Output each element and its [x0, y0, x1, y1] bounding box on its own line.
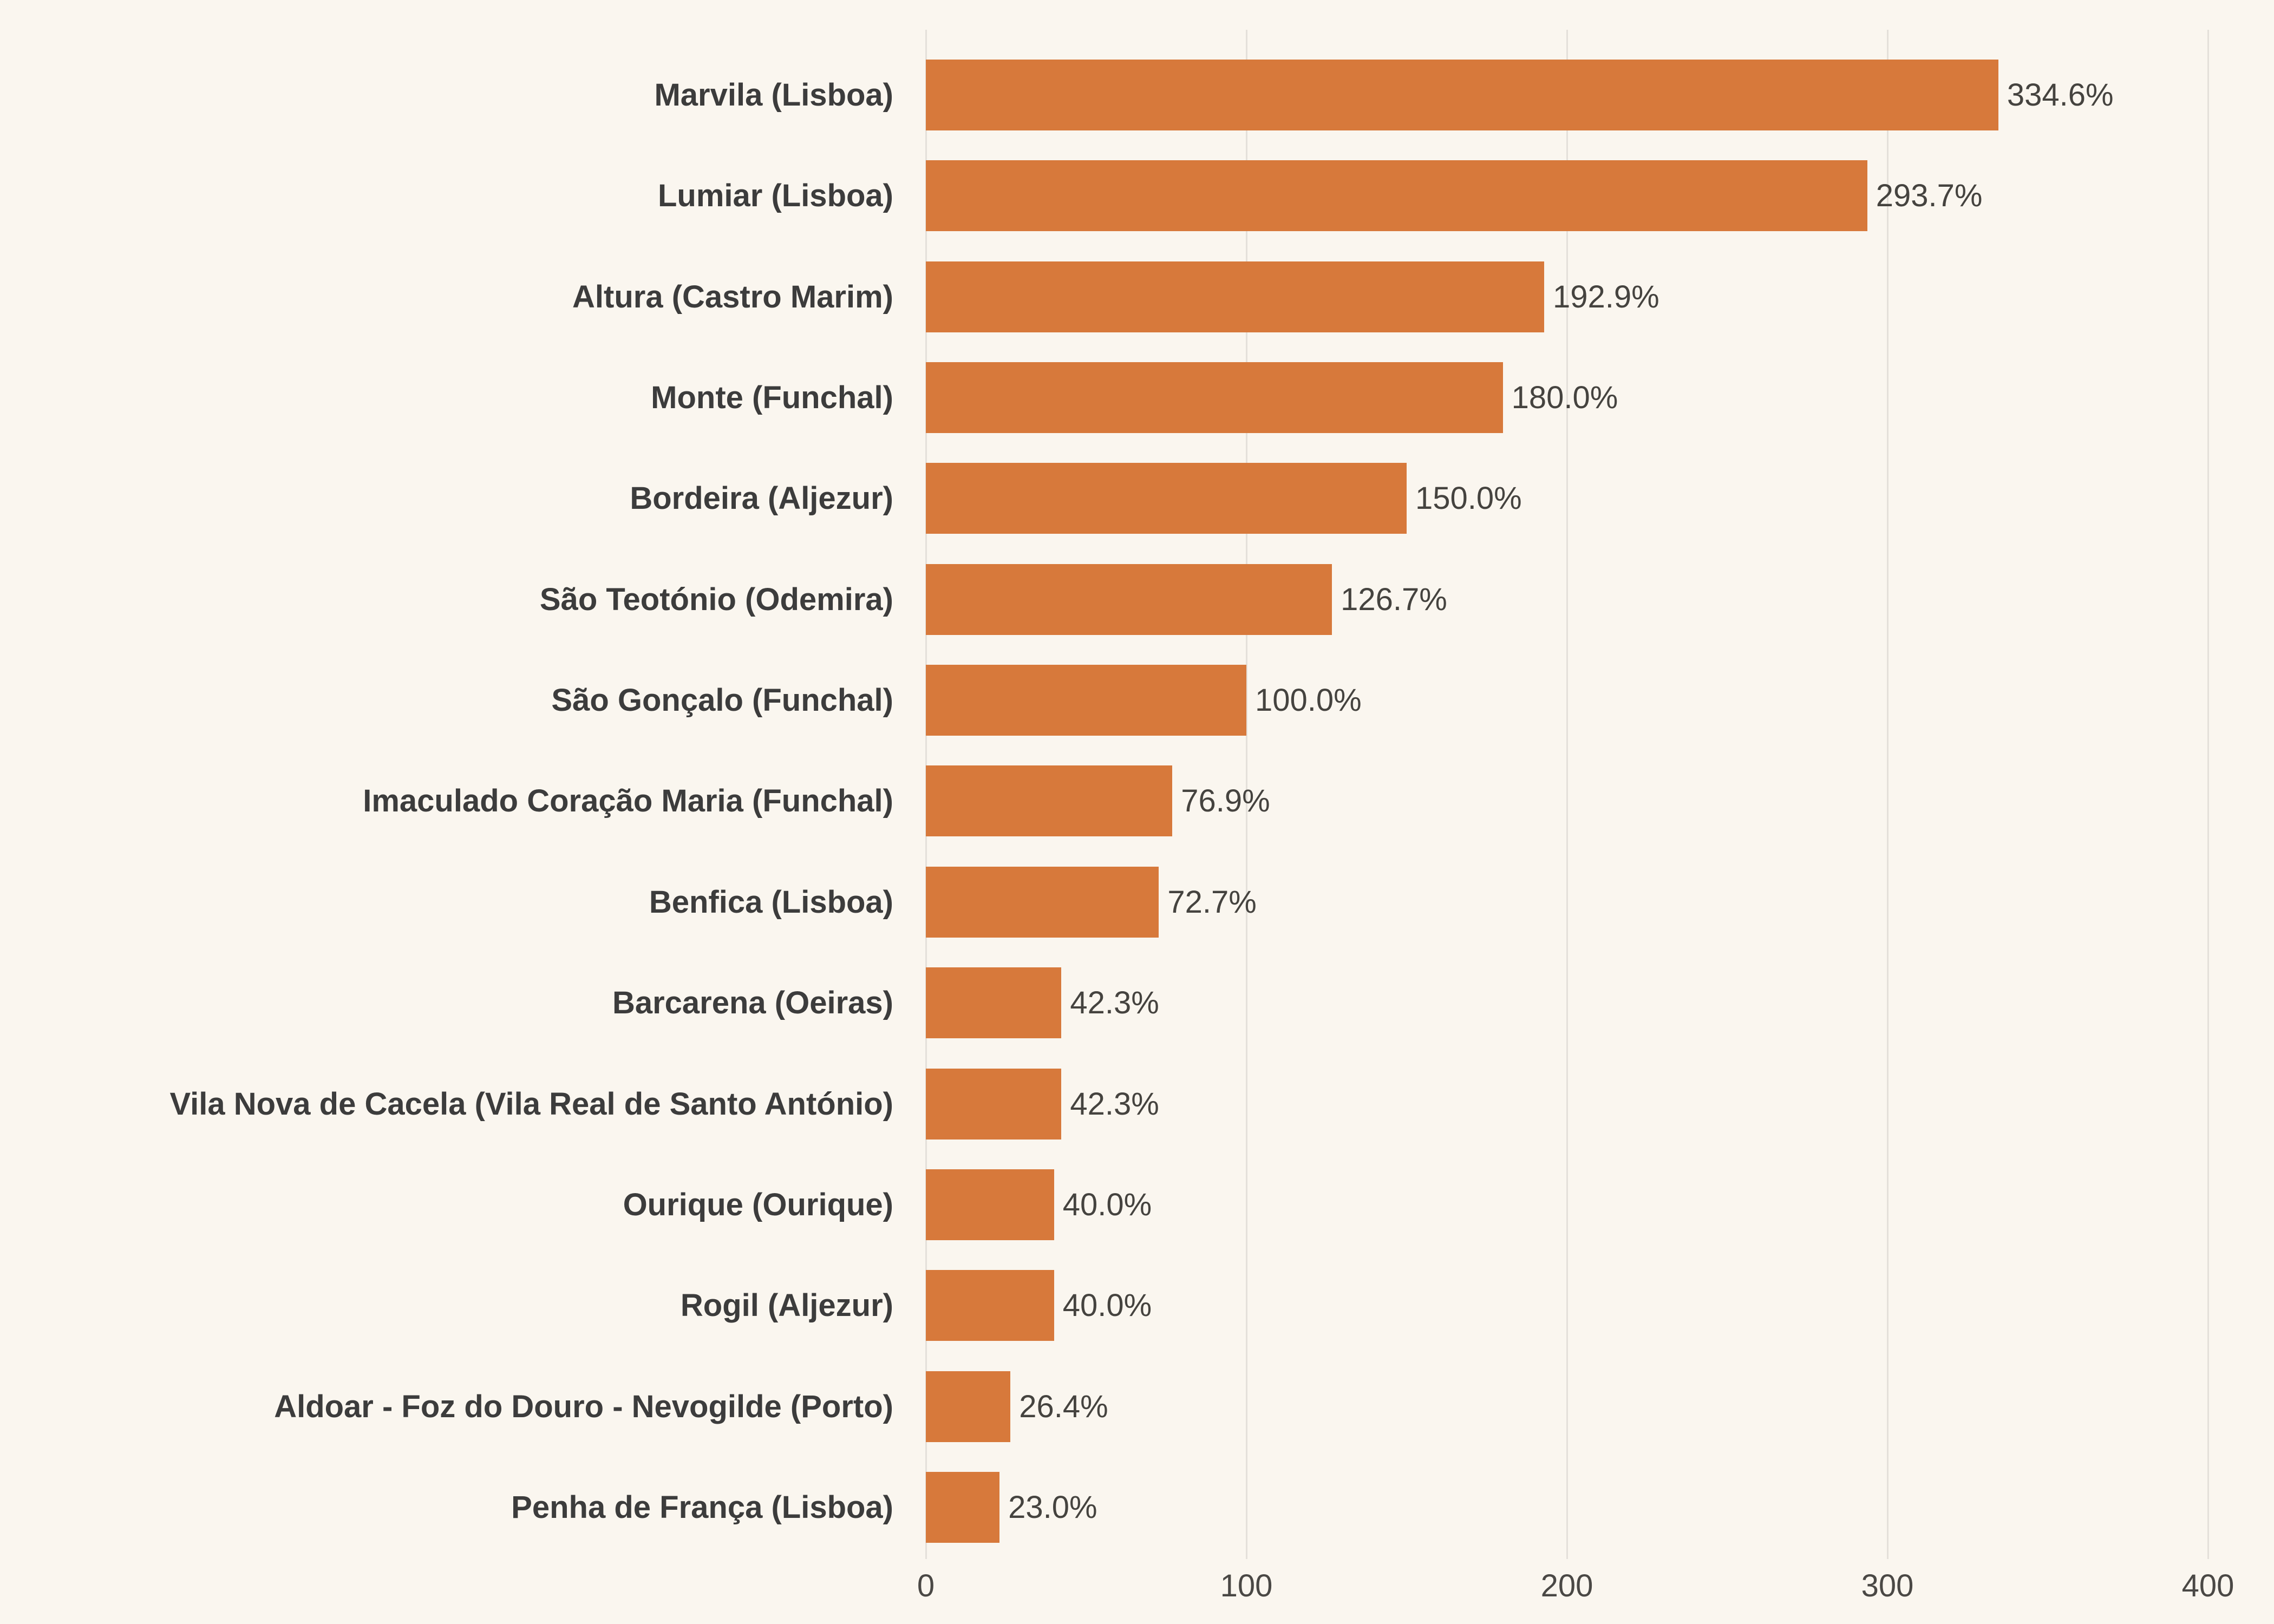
category-label: São Gonçalo (Funchal) [551, 683, 893, 718]
value-label: 192.9% [1552, 279, 1659, 315]
bar [926, 1471, 1000, 1543]
category-label: Rogil (Aljezur) [680, 1288, 893, 1324]
gridline [1245, 30, 1247, 1559]
category-label: Vila Nova de Cacela (Vila Real de Santo … [169, 1086, 893, 1122]
bar [926, 1270, 1054, 1341]
gridline [1566, 30, 1568, 1559]
bar-row: 40.0% [926, 1169, 2208, 1240]
gridline [2207, 30, 2209, 1559]
value-label: 293.7% [1876, 178, 1983, 214]
bar [926, 1371, 1011, 1442]
x-tick-label: 400 [2181, 1568, 2234, 1603]
value-label: 76.9% [1181, 783, 1270, 819]
value-label: 40.0% [1062, 1187, 1152, 1222]
value-label: 26.4% [1019, 1389, 1108, 1424]
value-label: 40.0% [1062, 1288, 1152, 1324]
value-label: 100.0% [1255, 683, 1362, 718]
bar-row: 100.0% [926, 665, 2208, 736]
category-label: Altura (Castro Marim) [572, 279, 893, 315]
category-label: Benfica (Lisboa) [649, 884, 893, 920]
value-label: 23.0% [1008, 1489, 1097, 1525]
bar-row: 42.3% [926, 967, 2208, 1039]
bar [926, 362, 1503, 434]
category-label: Barcarena (Oeiras) [612, 985, 893, 1021]
bar-row: 40.0% [926, 1270, 2208, 1341]
bar-row: 126.7% [926, 564, 2208, 635]
x-tick-label: 100 [1220, 1568, 1273, 1603]
x-axis: 0 100 200 300 400 [917, 1568, 2234, 1606]
bar-row: 293.7% [926, 160, 2208, 232]
bar [926, 967, 1062, 1039]
bar [926, 866, 1159, 938]
bar [926, 463, 1407, 534]
x-tick-label: 0 [917, 1568, 935, 1603]
category-label: Aldoar - Foz do Douro - Nevogilde (Porto… [274, 1389, 893, 1424]
bar-row: 26.4% [926, 1371, 2208, 1442]
bar [926, 564, 1332, 635]
bar [926, 765, 1173, 837]
bar [926, 1068, 1062, 1140]
bar-row: 192.9% [926, 261, 2208, 332]
bar [926, 261, 1544, 332]
category-label: Bordeira (Aljezur) [630, 481, 893, 516]
category-label: Monte (Funchal) [651, 380, 893, 416]
value-label: 180.0% [1511, 380, 1618, 416]
plot-area: 334.6% 293.7% 192.9% 180.0% 150.0% 126.7% 100.… [925, 30, 2209, 1559]
gridline [1886, 30, 1889, 1559]
bar-row: 180.0% [926, 362, 2208, 434]
bar-row: 150.0% [926, 463, 2208, 534]
bar [926, 160, 1867, 232]
value-label: 42.3% [1070, 985, 1159, 1021]
value-label: 126.7% [1341, 581, 1447, 617]
bar-row: 42.3% [926, 1068, 2208, 1140]
category-label: Ourique (Ourique) [623, 1187, 893, 1222]
category-label: Imaculado Coração Maria (Funchal) [363, 783, 893, 819]
value-label: 42.3% [1070, 1086, 1159, 1122]
x-tick-label: 200 [1540, 1568, 1593, 1603]
category-label: Marvila (Lisboa) [654, 77, 893, 113]
bar [926, 665, 1246, 736]
category-label: Lumiar (Lisboa) [657, 178, 893, 214]
value-label: 72.7% [1167, 884, 1257, 920]
value-label: 150.0% [1415, 481, 1522, 516]
category-label: Penha de França (Lisboa) [511, 1489, 893, 1525]
bar [926, 60, 1998, 130]
category-label: São Teotónio (Odemira) [539, 581, 893, 617]
bar [926, 1169, 1054, 1240]
bar-row: 76.9% [926, 765, 2208, 837]
x-tick-label: 300 [1861, 1568, 1914, 1603]
bar-row: 334.6% [926, 60, 2208, 130]
bar-row: 72.7% [926, 866, 2208, 938]
bar-row: 23.0% [926, 1471, 2208, 1543]
value-label: 334.6% [2007, 77, 2114, 113]
